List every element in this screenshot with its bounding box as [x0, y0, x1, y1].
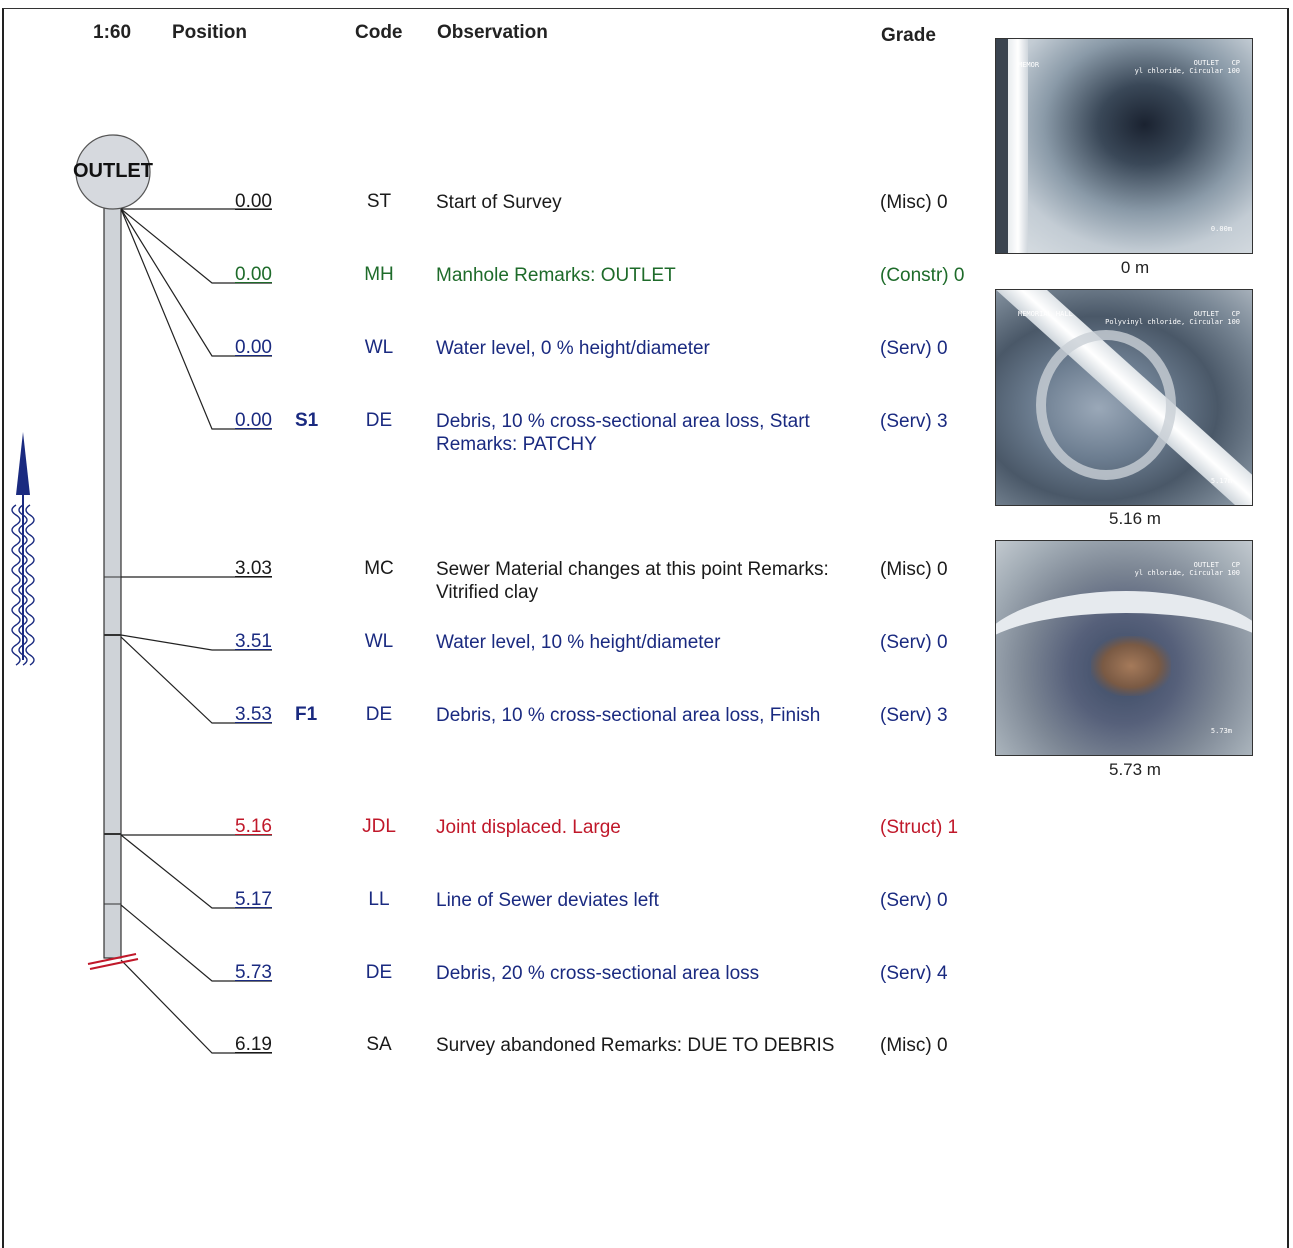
row-position: 0.00 [235, 191, 272, 212]
row-flag: S1 [295, 410, 319, 431]
row-position: 3.51 [235, 631, 272, 652]
row-position: 5.16 [235, 816, 272, 837]
row-grade: (Misc) 0 [880, 559, 948, 580]
photo-overlay-distance: 0.00m [1210, 225, 1232, 233]
row-position: 3.03 [235, 558, 272, 579]
row-grade: (Serv) 0 [880, 338, 948, 359]
row-code: DE [365, 962, 393, 983]
row-observation: Joint displaced. Large [436, 817, 621, 838]
photo-overlay-left: MEMORIAL HALL [1018, 310, 1073, 318]
photo-caption: 5.16 m [1109, 509, 1161, 528]
cctv-photo-573m[interactable]: OUTLET CP yl chloride, Circular 100 5.73… [995, 540, 1253, 756]
row-grade: (Serv) 3 [880, 705, 948, 726]
flow-arrow-icon [11, 432, 35, 666]
photo-overlay-right: OUTLET CP yl chloride, Circular 100 [1134, 561, 1240, 577]
row-position: 5.17 [235, 889, 272, 910]
grade-header: Grade [881, 25, 936, 46]
pipe-diagram [11, 134, 272, 1054]
row-code: WL [364, 631, 394, 652]
position-header: Position [172, 22, 247, 43]
row-code: SA [366, 1034, 392, 1055]
row-code: LL [368, 889, 390, 910]
row-grade: (Constr) 0 [880, 265, 965, 286]
photo-overlay-distance: 5.73m [1210, 727, 1232, 735]
photo-caption: 5.73 m [1109, 760, 1161, 779]
row-position: 0.00 [235, 264, 272, 285]
cctv-photo-0m[interactable]: MEMOR OUTLET CP yl chloride, Circular 10… [995, 38, 1253, 254]
scale-header: 1:60 [93, 22, 132, 43]
row-position: 0.00 [235, 410, 272, 431]
row-observation: Debris, 20 % cross-sectional area loss [436, 963, 760, 984]
photo-overlay-right: OUTLET CP yl chloride, Circular 100 [1134, 59, 1240, 75]
photo-overlay-left: MEMOR [1018, 61, 1040, 69]
manhole-icon [75, 134, 151, 210]
row-grade: (Serv) 4 [880, 963, 948, 984]
row-observation: Debris, 10 % cross-sectional area loss, … [436, 411, 810, 455]
row-observation: Manhole Remarks: OUTLET [436, 265, 676, 286]
observation-header: Observation [437, 22, 548, 43]
row-flag: F1 [295, 704, 318, 725]
row-code: WL [364, 337, 394, 358]
row-position: 3.53 [235, 704, 272, 725]
photo-overlay-distance: 5.17m [1210, 477, 1232, 485]
row-grade: (Misc) 0 [880, 1035, 948, 1056]
row-code: DE [365, 410, 393, 431]
manhole-label: OUTLET [73, 160, 153, 182]
row-grade: (Misc) 0 [880, 192, 948, 213]
row-observation: Line of Sewer deviates left [436, 890, 659, 911]
page-frame [2, 8, 1289, 1248]
photo-caption: 0 m [1120, 258, 1150, 277]
row-code: DE [365, 704, 393, 725]
row-observation: Water level, 10 % height/diameter [436, 632, 721, 653]
cctv-photo-516m[interactable]: MEMORIAL HALL OUTLET CP Polyvinyl chlori… [995, 289, 1253, 506]
row-code: JDL [362, 816, 396, 837]
row-code: MC [364, 558, 394, 579]
code-header: Code [355, 22, 403, 43]
row-code: ST [366, 191, 392, 212]
row-observation: Water level, 0 % height/diameter [436, 338, 710, 359]
row-code: MH [364, 264, 394, 285]
pipe-body [103, 207, 122, 959]
row-observation: Survey abandoned Remarks: DUE TO DEBRIS [436, 1035, 835, 1056]
row-grade: (Serv) 3 [880, 411, 948, 432]
row-observation: Start of Survey [436, 192, 562, 213]
row-grade: (Struct) 1 [880, 817, 959, 838]
row-observation: Sewer Material changes at this point Rem… [436, 559, 829, 603]
row-position: 6.19 [235, 1034, 272, 1055]
row-position: 0.00 [235, 337, 272, 358]
survey-abandoned-marker-icon [87, 953, 139, 970]
row-observation: Debris, 10 % cross-sectional area loss, … [436, 705, 821, 726]
row-grade: (Serv) 0 [880, 632, 948, 653]
row-position: 5.73 [235, 962, 272, 983]
row-grade: (Serv) 0 [880, 890, 948, 911]
photo-overlay-right: OUTLET CP Polyvinyl chloride, Circular 1… [1105, 310, 1240, 326]
